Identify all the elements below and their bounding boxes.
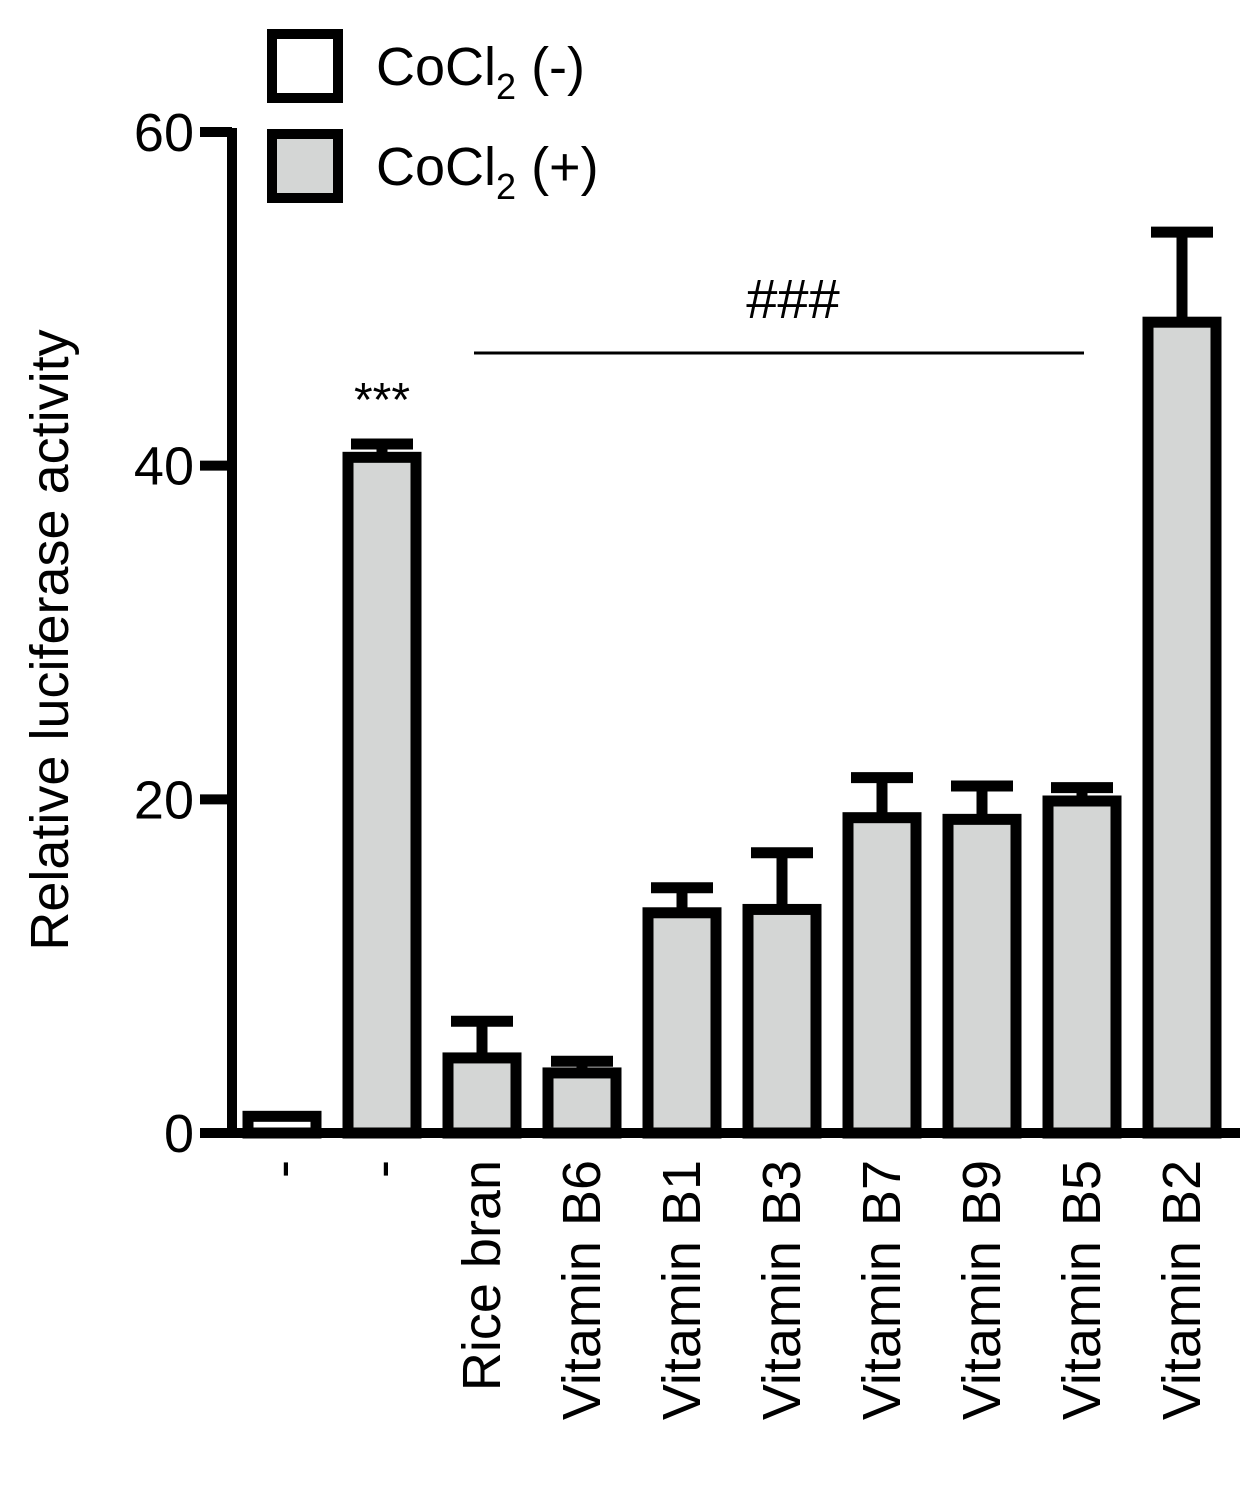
y-axis-title: Relative luciferase activity — [20, 329, 80, 950]
y-axis-title-group: Relative luciferase activity — [20, 329, 80, 950]
bar — [1142, 316, 1222, 1139]
y-ticks: 0 20 40 60 — [134, 103, 232, 1164]
bar — [442, 1052, 522, 1139]
legend-label: CoCl2 (-) — [376, 37, 585, 107]
x-tick-label: Vitamin B1 — [652, 1160, 712, 1420]
x-tick-label: - — [352, 1160, 412, 1178]
y-tick-label: 20 — [134, 770, 194, 830]
bar — [342, 451, 422, 1139]
x-tick-label: Vitamin B7 — [852, 1160, 912, 1420]
bar — [842, 812, 922, 1139]
legend-swatch — [267, 129, 343, 203]
annotations: *** ### — [354, 267, 1084, 427]
x-tick-label: - — [252, 1160, 312, 1178]
x-tick-label: Vitamin B6 — [552, 1160, 612, 1420]
bar — [942, 813, 1022, 1139]
x-tick-label: Vitamin B5 — [1052, 1160, 1112, 1420]
axes — [227, 128, 1240, 1138]
x-tick-labels: - - Rice bran Vitamin B6 Vitamin B1 Vitamin B… — [252, 1160, 1212, 1420]
x-tick-label: Vitamin B9 — [952, 1160, 1012, 1420]
x-tick-label: Rice bran — [452, 1160, 512, 1391]
legend-swatch — [267, 29, 343, 103]
bar — [542, 1067, 622, 1139]
y-tick-label: 0 — [164, 1104, 194, 1164]
y-tick-label: 60 — [134, 103, 194, 163]
bar — [642, 907, 722, 1139]
bar — [742, 903, 822, 1139]
x-tick-label: Vitamin B3 — [752, 1160, 812, 1420]
y-tick-label: 40 — [134, 437, 194, 497]
legend-label: CoCl2 (+) — [376, 137, 599, 207]
bars — [242, 226, 1222, 1139]
legend: CoCl2 (-) CoCl2 (+) — [267, 29, 599, 207]
significance-hashes: ### — [746, 267, 839, 330]
bar — [1042, 795, 1122, 1139]
significance-stars: *** — [354, 374, 410, 427]
x-tick-label: Vitamin B2 — [1152, 1160, 1212, 1420]
